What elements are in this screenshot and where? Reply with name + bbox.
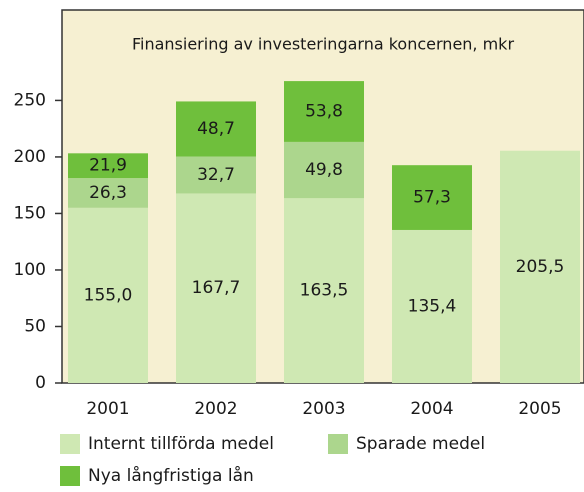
legend-label: Sparade medel xyxy=(356,434,485,454)
value-label: 205,5 xyxy=(516,257,565,277)
value-label: 167,7 xyxy=(192,278,241,298)
bar-segment xyxy=(284,198,364,383)
y-tick-label: 100 xyxy=(14,260,46,280)
x-tick-label: 2004 xyxy=(410,399,453,419)
value-label: 135,4 xyxy=(408,296,457,316)
legend-swatch xyxy=(60,466,80,486)
x-tick-label: 2001 xyxy=(86,399,129,419)
y-tick-label: 150 xyxy=(14,203,46,223)
x-tick-label: 2003 xyxy=(302,399,345,419)
y-tick-label: 250 xyxy=(14,90,46,110)
legend-swatch xyxy=(60,434,80,454)
bar-segment xyxy=(176,101,256,157)
bar-segment xyxy=(284,81,364,142)
bar-segment xyxy=(68,178,148,208)
x-tick-label: 2002 xyxy=(194,399,237,419)
bar-segment xyxy=(284,141,364,199)
legend-swatch xyxy=(328,434,348,454)
y-tick-label: 50 xyxy=(24,316,46,336)
bar-segment xyxy=(176,193,256,383)
y-tick-label: 200 xyxy=(14,147,46,167)
legend-label: Nya långfristiga lån xyxy=(88,465,254,486)
chart-title: Finansiering av investeringarna koncerne… xyxy=(132,35,514,54)
value-label: 32,7 xyxy=(197,165,235,185)
y-tick-label: 0 xyxy=(35,373,46,393)
value-label: 53,8 xyxy=(305,102,343,122)
legend-label: Internt tillförda medel xyxy=(88,434,274,454)
value-label: 163,5 xyxy=(300,281,349,301)
bar-segment xyxy=(176,156,256,194)
bar-segment xyxy=(68,153,148,179)
value-label: 21,9 xyxy=(89,156,127,176)
value-label: 26,3 xyxy=(89,183,127,203)
bar-segment xyxy=(392,229,472,383)
value-label: 48,7 xyxy=(197,119,235,139)
bar-segment xyxy=(68,207,148,383)
bar-segment xyxy=(392,165,472,230)
value-label: 155,0 xyxy=(84,285,133,305)
value-label: 49,8 xyxy=(305,160,343,180)
value-label: 57,3 xyxy=(413,188,451,208)
bar-segment xyxy=(500,150,580,383)
x-tick-label: 2005 xyxy=(518,399,561,419)
